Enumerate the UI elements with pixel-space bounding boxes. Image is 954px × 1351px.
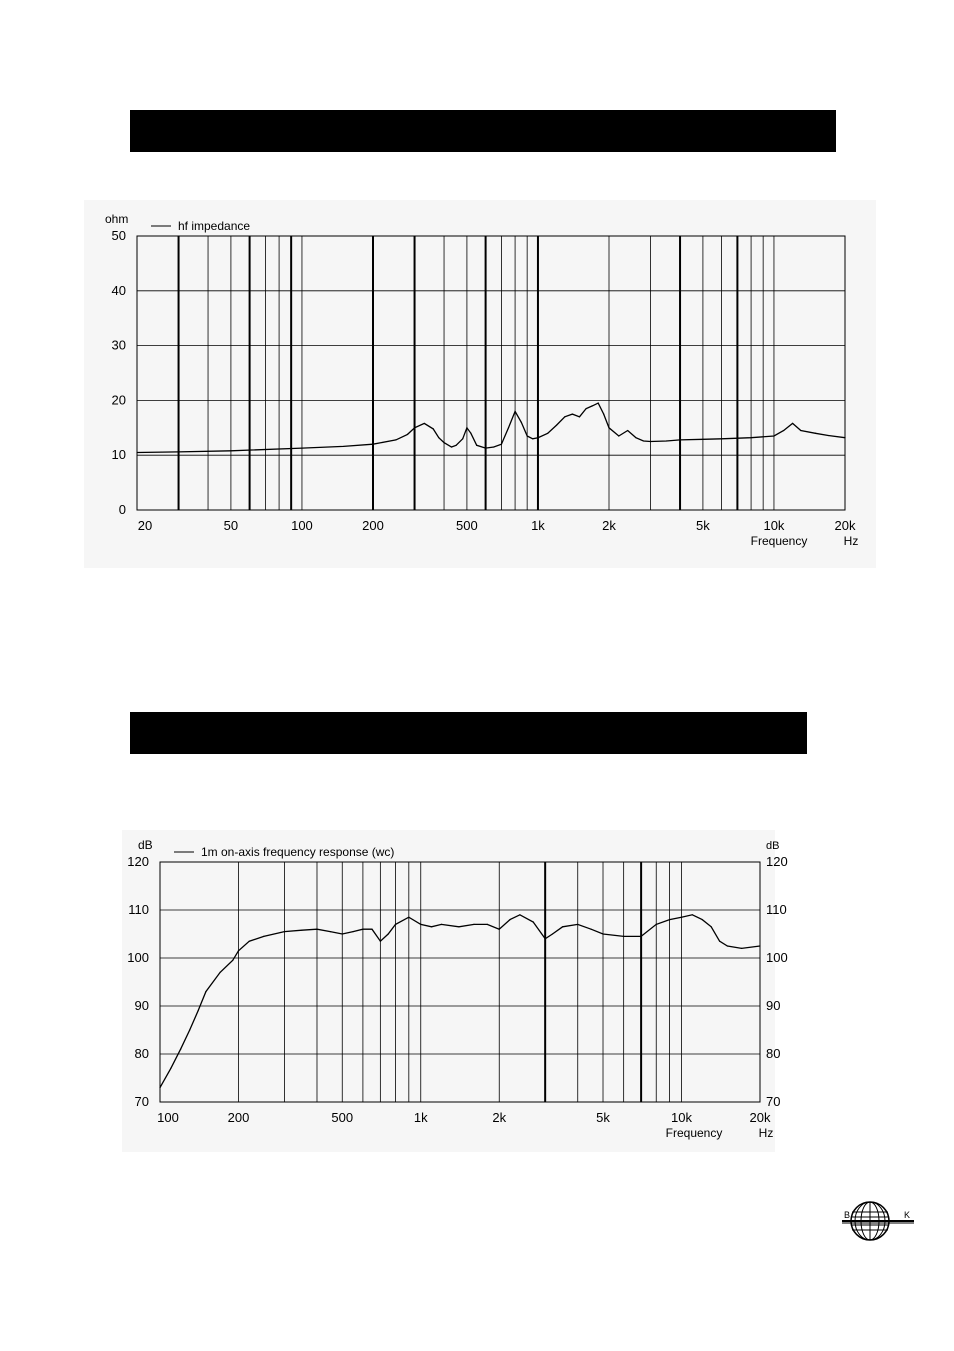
logo-letter-b: B <box>844 1210 850 1220</box>
frequency-response-chart-panel <box>122 830 775 1152</box>
impedance-chart-panel <box>84 200 876 568</box>
bk-logo: B K <box>840 1198 916 1244</box>
section-header-bar-2 <box>130 712 807 754</box>
logo-letter-k: K <box>904 1210 910 1220</box>
section-header-bar-1 <box>130 110 836 152</box>
globe-logo-icon: B K <box>842 1201 914 1241</box>
